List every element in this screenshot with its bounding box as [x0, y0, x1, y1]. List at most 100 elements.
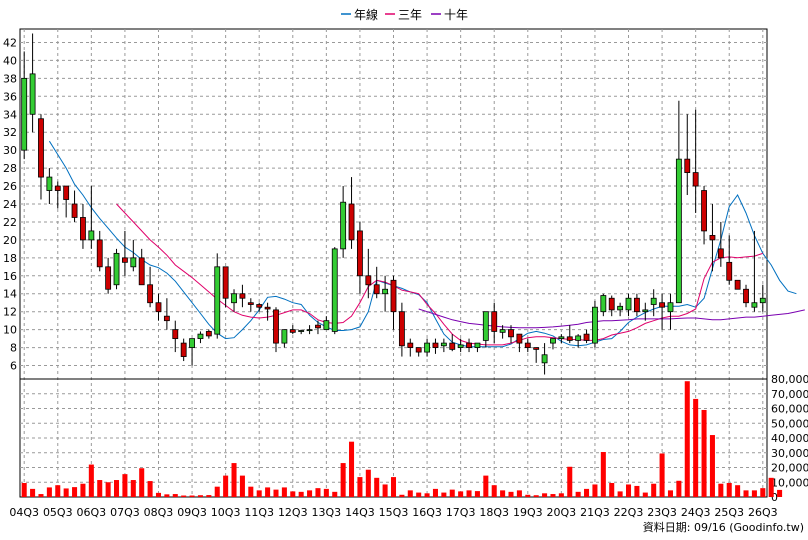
price-tick-label: 18 — [3, 252, 17, 265]
price-axis: 6 8 10 12 14 16 18 20 22 24 26 28 30 32 34 36 38 40 42 — [3, 36, 17, 372]
x-tick-label: 06Q3 — [77, 506, 107, 519]
candle-body — [558, 336, 565, 340]
volume-bar — [441, 492, 447, 497]
volume-bar — [432, 488, 438, 497]
volume-bar — [735, 485, 741, 497]
volume-bar — [130, 480, 136, 497]
volume-bar — [777, 489, 783, 497]
volume-bar — [399, 494, 405, 497]
volume-bar — [676, 480, 682, 497]
volume-bar — [273, 489, 279, 497]
x-tick-label: 21Q3 — [580, 506, 610, 519]
candle-body — [617, 305, 624, 311]
volume-bar — [365, 469, 371, 497]
volume-bar — [122, 474, 128, 497]
volume-bar — [357, 477, 363, 497]
volume-bar — [88, 464, 94, 497]
candle-body — [105, 266, 112, 290]
volume-bar — [516, 490, 522, 497]
volume-bar — [684, 381, 690, 497]
candle-body — [214, 266, 221, 335]
candle-body — [701, 190, 707, 232]
volume-bar — [382, 484, 388, 497]
price-tick-label: 32 — [3, 126, 17, 139]
candle-body — [533, 347, 540, 350]
volume-bar — [21, 482, 27, 497]
candle-body — [566, 336, 573, 341]
legend-label-1: 三年 — [398, 8, 422, 22]
volume-tick-label: 20,000 — [771, 462, 808, 475]
volume-bar — [46, 487, 52, 497]
volume-bar — [491, 485, 497, 497]
candle-body — [650, 297, 657, 305]
volume-bar — [105, 482, 111, 497]
candle-body — [130, 257, 137, 268]
volume-bar — [458, 491, 464, 497]
candle-body — [197, 333, 204, 340]
x-tick-label: 16Q3 — [412, 506, 442, 519]
volume-bar — [172, 494, 178, 497]
price-tick-label: 42 — [3, 36, 17, 49]
volume-bar — [72, 487, 78, 497]
x-tick-label: 07Q3 — [110, 506, 140, 519]
volume-bar — [625, 484, 632, 497]
candle-body — [138, 257, 145, 286]
candle-body — [205, 331, 212, 337]
candle-body — [684, 158, 691, 173]
series-line — [116, 203, 763, 346]
volume-bar — [147, 481, 153, 497]
candle-body — [239, 293, 246, 299]
volume-bar — [114, 480, 120, 497]
price-tick-label: 10 — [3, 324, 17, 337]
price-tick-label: 8 — [10, 342, 17, 355]
candle-body — [709, 235, 716, 241]
candle-body — [121, 257, 128, 263]
price-tick-label: 40 — [3, 54, 17, 67]
candle-body — [264, 306, 271, 310]
candle-body — [365, 275, 372, 286]
x-tick-label: 18Q3 — [479, 506, 509, 519]
volume-bar — [63, 488, 69, 497]
volume-bar — [407, 490, 413, 497]
volume-bar — [634, 485, 640, 497]
candle-body — [508, 329, 514, 338]
candle-body — [415, 347, 422, 353]
price-tick-label: 14 — [3, 288, 17, 301]
candle-body — [692, 172, 699, 187]
candle-body — [163, 315, 170, 322]
volume-bar — [760, 488, 766, 497]
candle-body — [432, 342, 439, 348]
candle-body — [113, 252, 120, 286]
candle-body — [348, 203, 355, 241]
candle-body — [734, 279, 741, 290]
volume-bar — [30, 488, 36, 497]
candle-body — [38, 118, 44, 178]
volume-bar — [332, 491, 338, 497]
volume-bar — [659, 453, 665, 497]
volume-bar — [466, 490, 472, 497]
candle-body — [524, 342, 531, 348]
volume-bar — [323, 488, 329, 497]
candle-body — [147, 284, 154, 304]
volume-bar — [55, 485, 61, 497]
volume-bar — [139, 468, 145, 497]
price-tick-label: 16 — [3, 270, 17, 283]
volume-bar — [768, 477, 774, 497]
volume-bar — [424, 493, 430, 497]
x-tick-label: 08Q3 — [144, 506, 174, 519]
price-tick-label: 6 — [10, 360, 17, 373]
x-tick-label: 14Q3 — [345, 506, 375, 519]
x-tick-label: 12Q3 — [278, 506, 308, 519]
x-axis: 04Q3 05Q3 06Q3 07Q3 08Q3 09Q3 10Q3 11Q3 12Q3 13Q3… — [9, 506, 777, 519]
data-date-footer: 資料日期: 09/16 (Goodinfo.tw) — [643, 520, 804, 534]
candle-body — [541, 354, 548, 364]
candle-body — [80, 217, 86, 241]
price-tick-label: 20 — [3, 234, 17, 247]
candle-body — [482, 311, 489, 341]
candle-body — [340, 201, 347, 250]
x-tick-label: 05Q3 — [43, 506, 73, 519]
volume-bar — [718, 483, 724, 497]
volume-bar — [617, 491, 623, 497]
x-tick-label: 24Q3 — [681, 506, 711, 519]
